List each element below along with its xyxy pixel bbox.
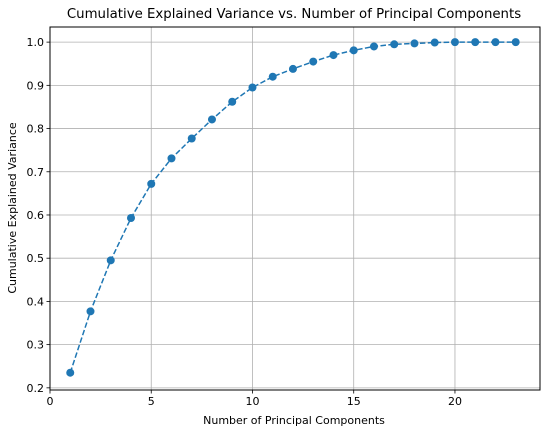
y-tick-label: 0.7 [27,166,45,179]
x-axis-label: Number of Principal Components [203,414,385,427]
data-point [430,38,439,47]
data-point [369,42,378,51]
data-point [86,307,95,316]
y-tick-label: 0.3 [27,339,45,352]
y-tick-label: 0.5 [27,252,45,265]
y-tick-label: 0.2 [27,382,45,395]
y-tick-label: 1.0 [27,36,45,49]
data-point [66,368,75,377]
x-tick-label: 0 [47,395,54,408]
data-point [147,179,156,188]
data-point [207,115,216,124]
data-point [187,134,196,143]
y-axis-label: Cumulative Explained Variance [6,122,19,294]
y-axis-ticks: 0.2 0.3 0.4 0.5 0.6 0.7 0.8 0.9 1.0 [27,36,50,395]
y-tick-label: 0.4 [27,295,45,308]
x-axis-ticks: 0 5 10 15 20 [47,390,462,408]
data-point [167,154,176,163]
data-point [106,256,115,265]
data-point [126,214,135,223]
y-tick-label: 0.9 [27,79,45,92]
x-tick-label: 5 [148,395,155,408]
chart-title: Cumulative Explained Variance vs. Number… [67,7,521,22]
data-point [309,57,318,66]
data-point [329,51,338,60]
data-point [268,72,277,81]
data-point [288,64,297,73]
data-point [410,39,419,48]
series-layer [66,38,520,377]
data-point [491,38,500,47]
y-tick-label: 0.8 [27,123,45,136]
data-point [349,46,358,55]
data-point [511,38,520,47]
x-tick-label: 20 [448,395,462,408]
data-point [450,38,459,47]
x-tick-label: 15 [347,395,361,408]
data-point [471,38,480,47]
data-point [390,40,399,49]
x-tick-label: 10 [245,395,259,408]
data-point [228,97,237,106]
y-tick-label: 0.6 [27,209,45,222]
plot-frame [49,26,541,391]
data-point [248,83,257,92]
